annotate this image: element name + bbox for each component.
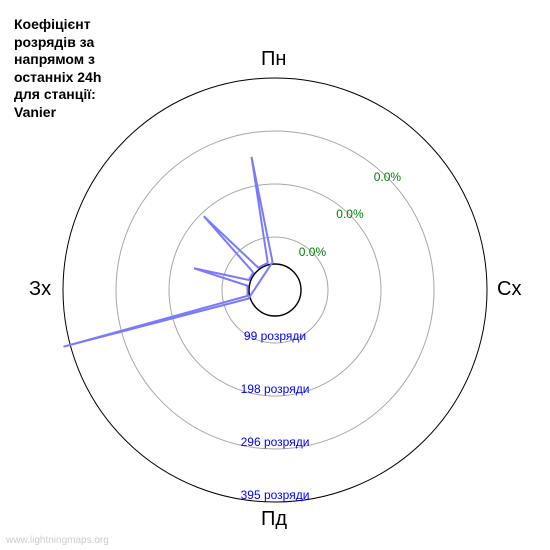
footer-attribution: www.lightningmaps.org: [6, 535, 109, 546]
ring-label-upper: 0.0%: [299, 245, 326, 259]
chart-container: Коефіцієнт розрядів за напрямом з останн…: [0, 0, 550, 550]
ring-label-lower: 395 розряди: [241, 488, 310, 502]
ring-label-upper: 0.0%: [374, 170, 401, 184]
ring-label-upper: 0.0%: [336, 207, 363, 221]
cardinal-north-label: Пн: [261, 48, 286, 71]
ring-label-lower: 198 розряди: [241, 382, 310, 396]
cardinal-east-label: Сх: [497, 278, 521, 301]
ring-label-lower: 296 розряди: [241, 435, 310, 449]
cardinal-west-label: Зх: [29, 278, 51, 301]
chart-title: Коефіцієнт розрядів за напрямом з останн…: [14, 16, 101, 121]
ring-label-lower: 99 розряди: [244, 329, 306, 343]
cardinal-south-label: Пд: [261, 508, 287, 531]
